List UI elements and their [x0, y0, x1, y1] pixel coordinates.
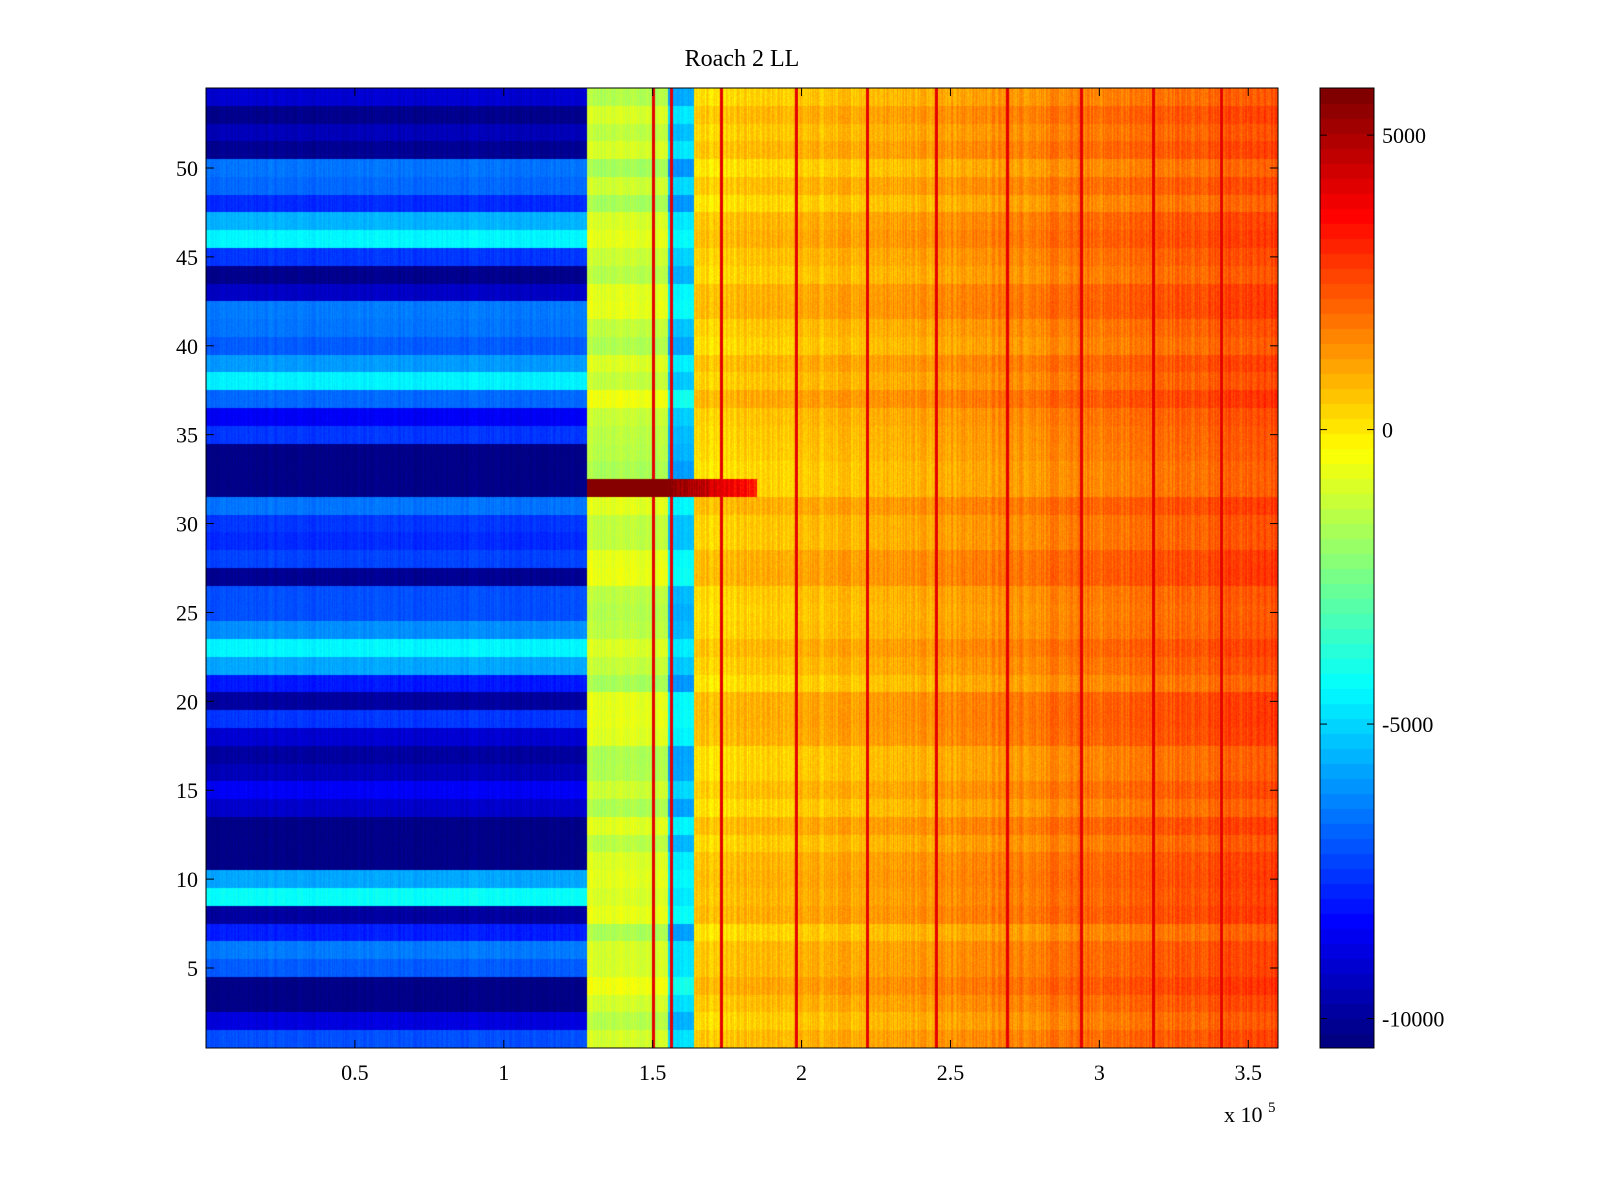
x-tick-label: 1.5	[639, 1060, 667, 1085]
x-tick-label: 2.5	[937, 1060, 965, 1085]
colorbar-tick-label: -5000	[1382, 712, 1433, 737]
x-axis-exponent: x 10 5	[1224, 1100, 1276, 1127]
x-tick-label: 3	[1094, 1060, 1105, 1085]
y-tick-label: 45	[176, 245, 198, 270]
x-axis-ticks: 0.5 1 1.5 2 2.5 3 3.5	[341, 88, 1262, 1085]
x-tick-label: 1	[498, 1060, 509, 1085]
colorbar-frame	[1319, 87, 1375, 1049]
y-tick-label: 30	[176, 512, 198, 537]
x-tick-label: 0.5	[341, 1060, 369, 1085]
colorbar-ticks: 5000 0 -5000 -10000	[1320, 123, 1444, 1032]
plot-frame	[205, 87, 1279, 1049]
x-axis-exponent-base: x 10	[1224, 1102, 1263, 1127]
y-tick-label: 5	[187, 956, 198, 981]
x-axis-exponent-power: 5	[1268, 1100, 1276, 1116]
y-tick-label: 20	[176, 689, 198, 714]
heatmap-image	[206, 88, 1278, 1048]
x-tick-label: 2	[796, 1060, 807, 1085]
y-tick-label: 40	[176, 334, 198, 359]
chart-title: Roach 2 LL	[685, 46, 800, 72]
y-tick-label: 25	[176, 600, 198, 625]
colorbar-image	[1320, 88, 1374, 1048]
y-tick-label: 10	[176, 867, 198, 892]
colorbar-tick-label: 0	[1382, 418, 1393, 443]
colorbar-tick-label: 5000	[1382, 123, 1426, 148]
y-tick-label: 35	[176, 423, 198, 448]
y-tick-label: 50	[176, 156, 198, 181]
colorbar-tick-label: -10000	[1382, 1007, 1444, 1032]
y-axis-ticks: 5 10 15 20 25 30 35 40 45 50	[176, 156, 1278, 981]
x-tick-label: 3.5	[1234, 1060, 1262, 1085]
y-tick-label: 15	[176, 778, 198, 803]
